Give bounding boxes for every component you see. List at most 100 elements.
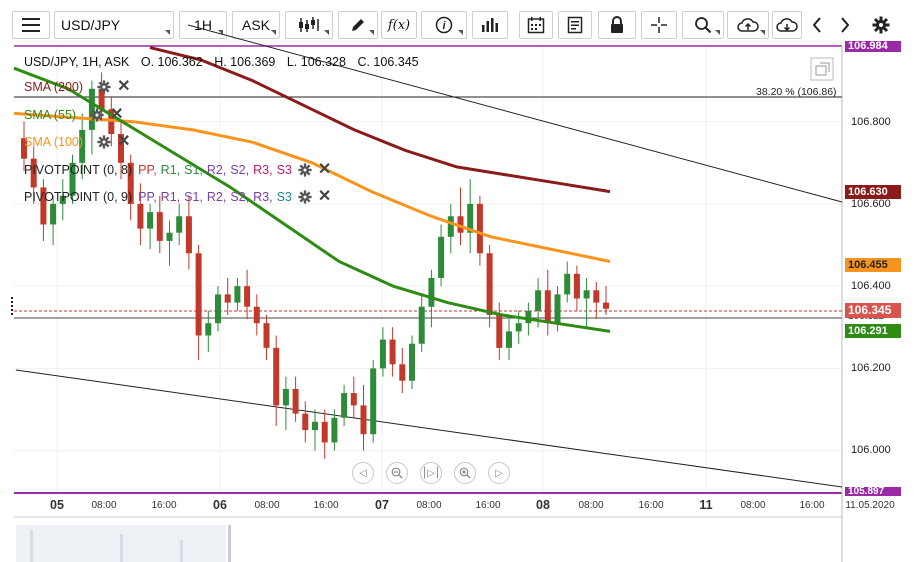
legend-pivot-9[interactable]: PIVOTPOINT (0, 9) PP, R1, S1, R2, S2, R3… bbox=[24, 188, 332, 205]
gear-icon[interactable] bbox=[97, 80, 111, 94]
candle-body[interactable] bbox=[515, 323, 522, 332]
candle-body[interactable] bbox=[234, 286, 241, 303]
svg-text:i: i bbox=[442, 20, 446, 32]
zoom-button[interactable] bbox=[682, 11, 724, 39]
candle-body[interactable] bbox=[447, 216, 454, 237]
gear-icon[interactable] bbox=[298, 190, 312, 204]
scroll-left-button[interactable] bbox=[804, 11, 830, 39]
s2-label: S2, bbox=[230, 190, 250, 204]
lock-button[interactable] bbox=[598, 11, 636, 39]
candle-body[interactable] bbox=[331, 417, 338, 443]
candle-body[interactable] bbox=[292, 388, 299, 414]
candle-body[interactable] bbox=[312, 421, 318, 431]
candle-body[interactable] bbox=[360, 405, 367, 435]
candle-body[interactable] bbox=[205, 323, 212, 336]
candle-body[interactable] bbox=[438, 236, 445, 278]
candle-body[interactable] bbox=[341, 393, 348, 418]
candle-body[interactable] bbox=[224, 294, 231, 303]
legend-pivot-8[interactable]: PIVOTPOINT (0, 8) PP, R1, S1, R2, S2, R3… bbox=[24, 161, 332, 178]
candle-body[interactable] bbox=[544, 290, 551, 324]
gear-icon[interactable] bbox=[97, 135, 111, 149]
close-icon[interactable]: ✕ bbox=[110, 106, 124, 123]
candle-body[interactable] bbox=[418, 306, 425, 344]
candle-body[interactable] bbox=[156, 212, 163, 241]
candle-body[interactable] bbox=[399, 364, 406, 381]
close-icon[interactable]: ✕ bbox=[117, 78, 131, 95]
download-button[interactable] bbox=[772, 11, 802, 39]
candle-body[interactable] bbox=[195, 253, 202, 336]
bottom-price-box: 105.897 bbox=[845, 487, 901, 497]
crosshair-button[interactable] bbox=[641, 11, 677, 39]
candle-body[interactable] bbox=[321, 421, 328, 443]
indicators-button[interactable]: f(x) bbox=[381, 11, 417, 39]
menu-button[interactable] bbox=[12, 11, 50, 39]
gear-icon[interactable] bbox=[298, 163, 312, 177]
info-button[interactable]: i bbox=[421, 11, 467, 39]
candle-body[interactable] bbox=[409, 343, 415, 381]
chart-type-button[interactable] bbox=[285, 11, 333, 39]
top-price-box: 106.984 bbox=[845, 41, 901, 52]
candle-body[interactable] bbox=[583, 290, 590, 299]
candle-body[interactable] bbox=[176, 216, 183, 233]
draw-tools-button[interactable] bbox=[338, 11, 378, 39]
candle-body[interactable] bbox=[379, 339, 386, 369]
candle-body[interactable] bbox=[137, 203, 144, 229]
expand-icon[interactable] bbox=[810, 57, 834, 81]
candle-body[interactable] bbox=[603, 302, 609, 309]
candle-body[interactable] bbox=[263, 323, 270, 348]
candle-body[interactable] bbox=[302, 413, 309, 431]
candle-body[interactable] bbox=[370, 368, 377, 435]
report-button[interactable] bbox=[558, 11, 592, 39]
legend-sma55[interactable]: SMA (55) ✕ bbox=[24, 106, 124, 123]
s3-label: S3 bbox=[276, 190, 292, 204]
scroll-right-button[interactable] bbox=[832, 11, 858, 39]
nav-zoom-in-button[interactable] bbox=[454, 462, 476, 484]
candle-body[interactable] bbox=[166, 232, 173, 241]
close-icon[interactable]: ✕ bbox=[317, 161, 332, 178]
candle-body[interactable] bbox=[428, 277, 435, 307]
candle-body[interactable] bbox=[350, 393, 357, 406]
calendar-button[interactable] bbox=[519, 11, 553, 39]
candle-body[interactable] bbox=[457, 216, 464, 233]
nav-zoom-out-button[interactable] bbox=[386, 462, 408, 484]
close-icon[interactable]: ✕ bbox=[117, 133, 131, 150]
candle-body[interactable] bbox=[564, 273, 571, 295]
candle-body[interactable] bbox=[244, 286, 251, 307]
candle-body[interactable] bbox=[496, 314, 503, 348]
candle-body[interactable] bbox=[467, 203, 474, 233]
candle-body[interactable] bbox=[50, 203, 57, 225]
candle-body[interactable] bbox=[554, 294, 561, 324]
candle-body[interactable] bbox=[389, 339, 396, 365]
settings-button[interactable] bbox=[866, 11, 896, 39]
candle-body[interactable] bbox=[476, 203, 483, 254]
drag-handle[interactable] bbox=[11, 297, 15, 315]
upload-button[interactable] bbox=[727, 11, 769, 39]
timeframe-selector[interactable]: 1H bbox=[179, 11, 227, 39]
nav-reset-button[interactable]: ⎮▷⎮ bbox=[420, 462, 442, 484]
volume-button[interactable] bbox=[472, 11, 508, 39]
candle-body[interactable] bbox=[573, 273, 580, 299]
gear-icon[interactable] bbox=[90, 108, 104, 122]
candle-body[interactable] bbox=[282, 388, 289, 406]
candle-body[interactable] bbox=[253, 306, 260, 324]
legend-sma100[interactable]: SMA (100) ✕ bbox=[24, 133, 131, 150]
cloud-download-icon bbox=[776, 18, 798, 32]
candle-body[interactable] bbox=[215, 294, 221, 324]
nav-prev-button[interactable]: ◁ bbox=[352, 462, 374, 484]
candle-body[interactable] bbox=[593, 290, 600, 303]
legend-sma200[interactable]: SMA (200) ✕ bbox=[24, 78, 131, 95]
price-tick: 106.400 bbox=[851, 280, 891, 292]
candle-body[interactable] bbox=[535, 290, 542, 311]
candle-body[interactable] bbox=[486, 253, 493, 315]
nav-next-button[interactable]: ▷ bbox=[488, 462, 510, 484]
zoom-out-icon bbox=[391, 467, 403, 479]
candle-body[interactable] bbox=[273, 347, 280, 406]
symbol-selector[interactable]: USD/JPY bbox=[54, 11, 174, 39]
price-type-selector[interactable]: ASK bbox=[232, 11, 280, 39]
candle-body[interactable] bbox=[185, 216, 192, 254]
close-icon[interactable]: ✕ bbox=[317, 188, 332, 205]
candle-body[interactable] bbox=[506, 331, 512, 348]
time-tick-day: 06 bbox=[213, 498, 227, 512]
candle-body[interactable] bbox=[525, 310, 532, 324]
candle-body[interactable] bbox=[147, 212, 154, 229]
